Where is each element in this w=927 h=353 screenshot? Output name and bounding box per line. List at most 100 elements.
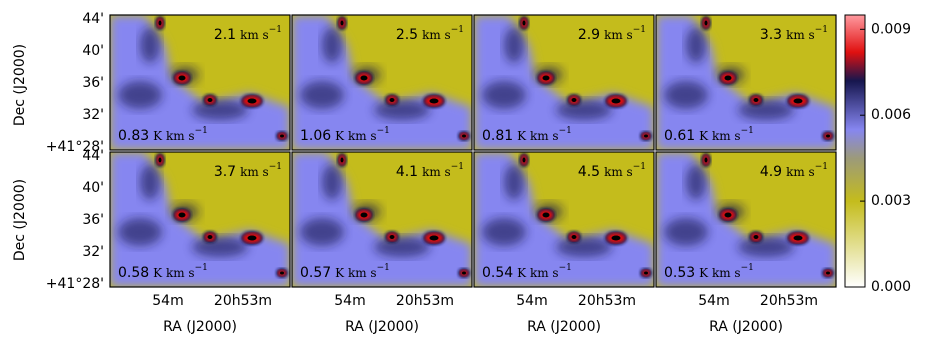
intensity-unit: K km s: [699, 129, 740, 143]
filament-core: [300, 218, 344, 246]
core-black: [826, 134, 830, 138]
velocity-value: 4.5: [578, 164, 600, 180]
unit-exponent: −1: [377, 126, 390, 136]
core-black: [571, 98, 577, 102]
unit-exponent: −1: [633, 25, 646, 35]
intensity-unit: K km s: [335, 129, 376, 143]
unit-exponent: −1: [741, 126, 754, 136]
filament-core: [686, 164, 706, 200]
core-black: [158, 157, 162, 163]
unit-exponent: −1: [269, 25, 282, 35]
velocity-unit: km s: [604, 28, 633, 42]
filament-core: [118, 218, 162, 246]
panel-frame: [109, 151, 291, 288]
colorbar-tick-label: 0.000: [871, 279, 911, 295]
unit-exponent: −1: [451, 162, 464, 172]
core-black: [178, 75, 186, 81]
unit-exponent: −1: [195, 126, 208, 136]
intensity-value: 0.83: [118, 128, 149, 144]
x-axis-label: RA (J2000): [709, 319, 783, 335]
core-black: [158, 20, 162, 26]
intensity-unit: K km s: [153, 266, 194, 280]
y-tick-label: 44': [82, 148, 104, 164]
y-tick-label: 36': [82, 75, 104, 91]
filament-core: [482, 218, 526, 246]
intensity-label: 1.06 K km s−1: [300, 126, 390, 145]
core-black: [360, 212, 368, 218]
y-tick-label: 40': [82, 43, 104, 59]
velocity-unit: km s: [786, 165, 815, 179]
x-tick-label: 54m: [152, 293, 183, 309]
core-black: [611, 235, 621, 241]
map-image: [292, 15, 472, 150]
core-black: [462, 134, 466, 138]
filament-core: [556, 237, 612, 257]
colorbar-tick-label: 0.009: [871, 21, 911, 37]
y-tick-label: 40': [82, 180, 104, 196]
map-image: [110, 15, 290, 150]
core-black: [793, 98, 803, 104]
velocity-unit: km s: [240, 28, 269, 42]
x-axis-label: RA (J2000): [163, 319, 237, 335]
filament-core: [664, 218, 708, 246]
x-tick-label: 54m: [334, 293, 365, 309]
unit-exponent: −1: [269, 162, 282, 172]
x-tick-label: 20h53m: [214, 293, 272, 309]
core-black: [704, 157, 708, 163]
intensity-unit: K km s: [153, 129, 194, 143]
map-image: [110, 152, 290, 287]
intensity-unit: K km s: [517, 266, 558, 280]
velocity-label: 3.3 km s−1: [760, 25, 828, 44]
filament-core: [322, 27, 342, 63]
panel-frame: [473, 151, 655, 288]
core-black: [340, 20, 344, 26]
panel-frame: [109, 14, 291, 151]
x-tick-label: 20h53m: [396, 293, 454, 309]
filament-core: [738, 237, 794, 257]
velocity-label: 2.5 km s−1: [396, 25, 464, 44]
filament-core: [374, 100, 430, 120]
filament-core: [192, 237, 248, 257]
velocity-unit: km s: [786, 28, 815, 42]
velocity-label: 4.1 km s−1: [396, 162, 464, 181]
core-black: [247, 98, 257, 104]
velocity-value: 3.3: [760, 27, 782, 43]
core-black: [429, 98, 439, 104]
map-image: [656, 152, 836, 287]
core-black: [571, 235, 577, 239]
filament-core: [556, 100, 612, 120]
velocity-label: 2.9 km s−1: [578, 25, 646, 44]
core-black: [753, 98, 759, 102]
velocity-label: 3.7 km s−1: [214, 162, 282, 181]
velocity-unit: km s: [240, 165, 269, 179]
y-axis-label: Dec (J2000): [12, 44, 28, 126]
core-black: [542, 75, 550, 81]
core-black: [389, 98, 395, 102]
intensity-label: 0.54 K km s−1: [482, 263, 572, 282]
core-black: [207, 98, 213, 102]
panel-frame: [655, 14, 837, 151]
core-black: [753, 235, 759, 239]
intensity-label: 0.83 K km s−1: [118, 126, 208, 145]
velocity-label: 2.1 km s−1: [214, 25, 282, 44]
core-black: [462, 271, 466, 275]
unit-exponent: −1: [815, 25, 828, 35]
core-black: [340, 157, 344, 163]
y-tick-label: 44': [82, 11, 104, 27]
intensity-unit: K km s: [335, 266, 376, 280]
intensity-value: 0.53: [664, 265, 695, 281]
filament-core: [664, 81, 708, 109]
filament-core: [322, 164, 342, 200]
velocity-label: 4.5 km s−1: [578, 162, 646, 181]
panel-frame: [473, 14, 655, 151]
intensity-unit: K km s: [517, 129, 558, 143]
core-black: [280, 134, 284, 138]
unit-exponent: −1: [195, 263, 208, 273]
core-black: [724, 212, 732, 218]
core-black: [389, 235, 395, 239]
map-image: [656, 15, 836, 150]
velocity-value: 2.5: [396, 27, 418, 43]
unit-exponent: −1: [377, 263, 390, 273]
filament-core: [686, 27, 706, 63]
